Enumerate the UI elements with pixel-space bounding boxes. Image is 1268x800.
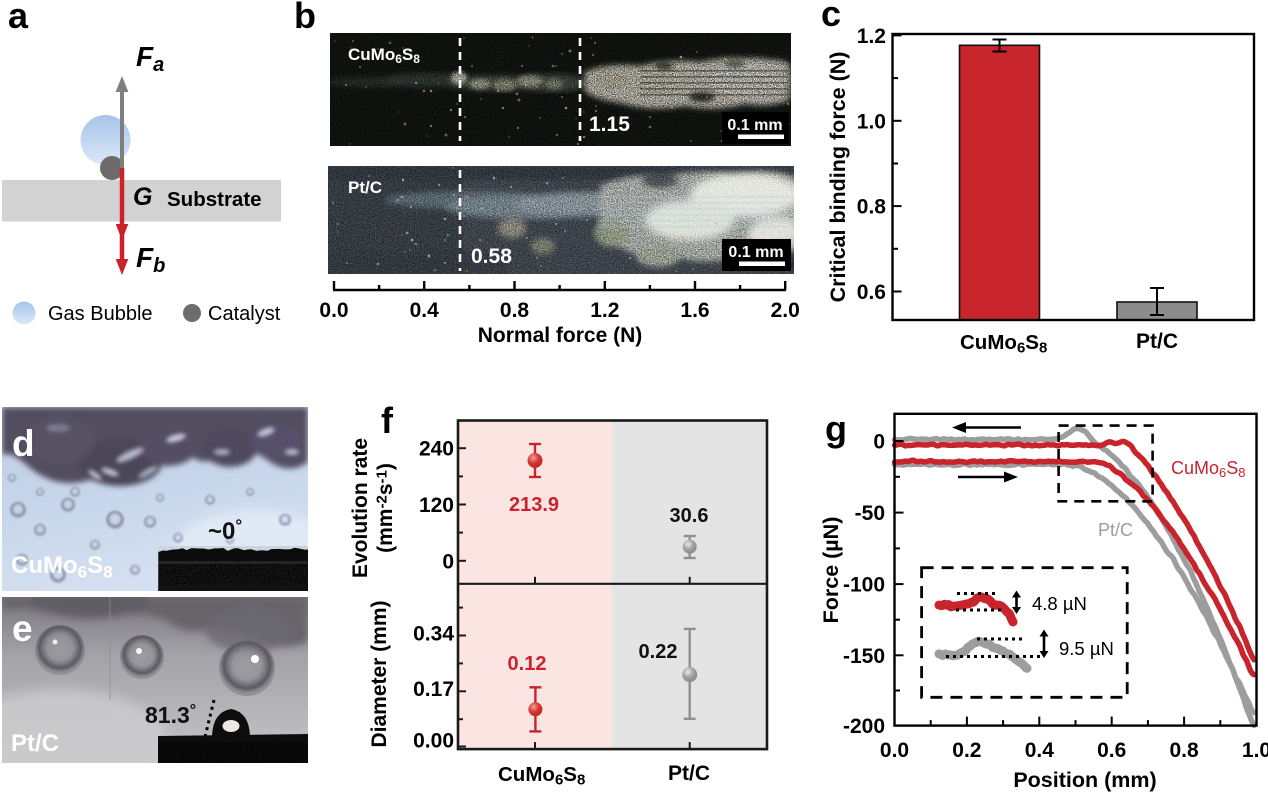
svg-text:c: c [821, 0, 841, 34]
svg-text:0.2: 0.2 [952, 739, 981, 762]
svg-text:Pt/C: Pt/C [11, 730, 59, 757]
svg-text:0.8: 0.8 [857, 196, 887, 219]
svg-text:b: b [294, 0, 316, 36]
svg-text:30.6: 30.6 [670, 505, 709, 527]
svg-text:0.4: 0.4 [1025, 739, 1055, 762]
svg-text:1.0: 1.0 [857, 110, 886, 133]
svg-text:Fb: Fb [136, 242, 165, 277]
svg-text:1.6: 1.6 [680, 299, 709, 322]
svg-text:Pt/C: Pt/C [1136, 330, 1178, 353]
svg-text:1.2: 1.2 [590, 299, 619, 322]
svg-text:Pt/C: Pt/C [668, 762, 710, 785]
svg-text:0.1 mm: 0.1 mm [728, 244, 783, 261]
svg-text:-200: -200 [843, 715, 885, 738]
svg-text:CuMo6S8: CuMo6S8 [348, 45, 420, 66]
svg-text:0.12: 0.12 [508, 653, 547, 675]
svg-text:Catalyst: Catalyst [208, 303, 281, 325]
svg-text:a: a [8, 0, 29, 36]
svg-text:-150: -150 [843, 645, 885, 668]
svg-text:Position (mm): Position (mm) [1013, 768, 1156, 792]
svg-text:0.17: 0.17 [413, 678, 454, 701]
svg-text:0.58: 0.58 [471, 245, 512, 268]
svg-text:Diameter (mm): Diameter (mm) [368, 600, 391, 747]
svg-text:g: g [825, 408, 847, 449]
svg-text:Normal force (N): Normal force (N) [478, 324, 643, 347]
svg-text:2.0: 2.0 [771, 299, 800, 322]
svg-text:Pt/C: Pt/C [348, 178, 382, 197]
svg-text:0.4: 0.4 [410, 299, 440, 322]
svg-text:(mm-2s-1): (mm-2s-1) [374, 463, 398, 553]
svg-text:CuMo6S8: CuMo6S8 [11, 552, 113, 581]
svg-text:0.6: 0.6 [857, 281, 886, 304]
svg-text:0.1 mm: 0.1 mm [727, 117, 782, 134]
svg-text:CuMo6S8: CuMo6S8 [960, 331, 1047, 357]
svg-text:f: f [381, 400, 394, 441]
svg-text:240: 240 [419, 438, 454, 461]
svg-text:Evolution rate: Evolution rate [349, 438, 372, 578]
svg-text:0.0: 0.0 [880, 739, 909, 762]
svg-text:Substrate: Substrate [167, 188, 262, 211]
svg-text:0.8: 0.8 [500, 299, 530, 322]
svg-text:0.00: 0.00 [413, 730, 454, 753]
svg-text:CuMo6S8: CuMo6S8 [1171, 458, 1246, 480]
svg-text:Force (µN): Force (µN) [819, 517, 843, 624]
svg-text:120: 120 [419, 494, 454, 517]
svg-text:1.2: 1.2 [857, 25, 886, 48]
svg-text:Gas Bubble: Gas Bubble [48, 303, 153, 325]
svg-text:0.34: 0.34 [413, 622, 454, 645]
svg-text:0: 0 [442, 550, 454, 573]
svg-text:Pt/C: Pt/C [1098, 520, 1133, 540]
svg-text:81.3°: 81.3° [145, 702, 196, 728]
svg-text:0.0: 0.0 [319, 299, 348, 322]
svg-text:0: 0 [873, 431, 885, 454]
svg-text:-50: -50 [855, 502, 885, 525]
svg-text:0.8: 0.8 [1169, 739, 1199, 762]
svg-text:CuMo6S8: CuMo6S8 [498, 763, 585, 789]
svg-text:1.15: 1.15 [589, 113, 630, 136]
svg-text:G: G [133, 183, 152, 211]
svg-text:1.0: 1.0 [1242, 739, 1268, 762]
svg-text:0.22: 0.22 [639, 641, 678, 663]
svg-text:e: e [12, 608, 33, 649]
svg-text:0.6: 0.6 [1097, 739, 1126, 762]
svg-text:d: d [12, 423, 35, 464]
svg-text:9.5 µN: 9.5 µN [1059, 638, 1114, 659]
svg-text:213.9: 213.9 [509, 494, 559, 516]
svg-text:4.8 µN: 4.8 µN [1032, 593, 1087, 614]
svg-text:-100: -100 [843, 574, 885, 597]
svg-text:Critical binding force (N): Critical binding force (N) [826, 52, 850, 303]
